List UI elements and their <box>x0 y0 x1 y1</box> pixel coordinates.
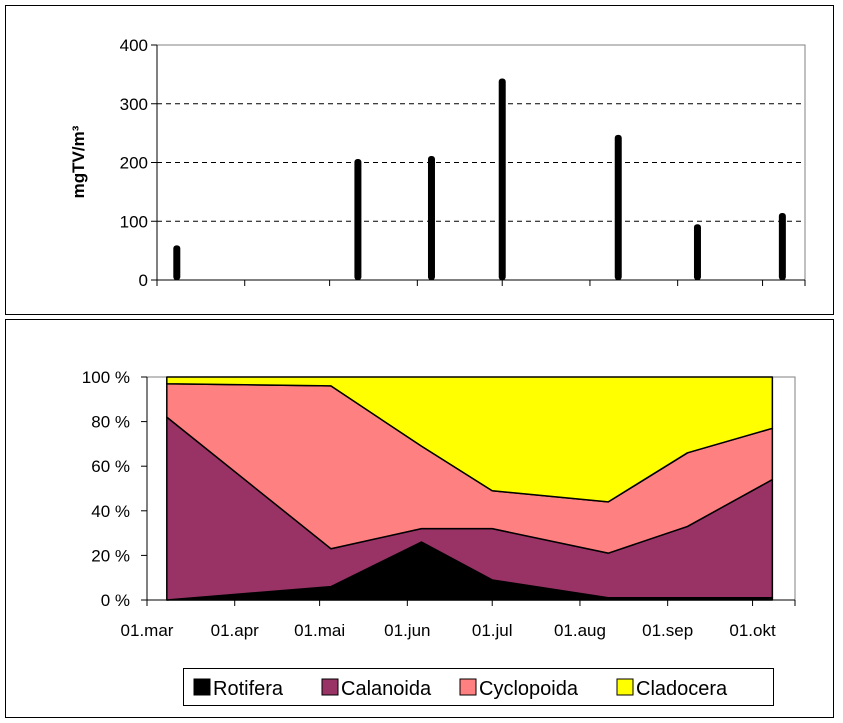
bottom-y-tick-label: 0 % <box>101 591 130 610</box>
bottom-x-tick-label: 01.apr <box>211 621 260 640</box>
top-bar <box>354 158 362 280</box>
top-bar <box>778 213 786 280</box>
legend-label-cladocera: Cladocera <box>636 678 728 700</box>
bottom-chart-frame <box>5 319 834 718</box>
top-bar <box>614 134 622 280</box>
bottom-y-tick-label: 60 % <box>91 457 130 476</box>
legend-swatch-cladocera <box>616 678 634 696</box>
top-bar <box>498 78 506 280</box>
legend-label-rotifera: Rotifera <box>213 678 284 700</box>
bottom-y-tick-label: 20 % <box>91 546 130 565</box>
bottom-x-tick-label: 01.aug <box>554 621 606 640</box>
top-y-tick-label: 200 <box>120 154 148 173</box>
bottom-x-tick-label: 01.jul <box>472 621 513 640</box>
top-chart-frame <box>5 5 834 315</box>
top-y-tick-label: 100 <box>120 212 148 231</box>
bottom-y-tick-label: 40 % <box>91 502 130 521</box>
bottom-x-tick-label: 01.okt <box>729 621 776 640</box>
top-y-tick-label: 400 <box>120 36 148 55</box>
top-y-tick-label: 0 <box>139 271 148 290</box>
legend-swatch-calanoida <box>321 678 339 696</box>
top-y-axis-label: mgTV/m³ <box>69 125 88 198</box>
legend-swatch-cyclopoida <box>459 678 477 696</box>
top-bar <box>173 245 181 280</box>
legend-box <box>183 668 774 706</box>
legend-label-cyclopoida: Cyclopoida <box>479 678 579 700</box>
legend-swatch-rotifera <box>193 678 211 696</box>
bottom-x-tick-label: 01.sep <box>642 621 693 640</box>
area-cladocera <box>166 376 774 503</box>
top-y-tick-label: 300 <box>120 95 148 114</box>
bottom-x-tick-label: 01.mai <box>294 621 345 640</box>
top-bar <box>427 156 435 280</box>
bottom-x-tick-label: 01.mar <box>121 621 174 640</box>
bottom-y-tick-label: 80 % <box>91 413 130 432</box>
legend-label-calanoida: Calanoida <box>341 678 432 700</box>
bottom-x-tick-label: 01.jun <box>384 621 430 640</box>
top-bar <box>693 224 701 280</box>
bottom-y-tick-label: 100 % <box>82 368 130 387</box>
